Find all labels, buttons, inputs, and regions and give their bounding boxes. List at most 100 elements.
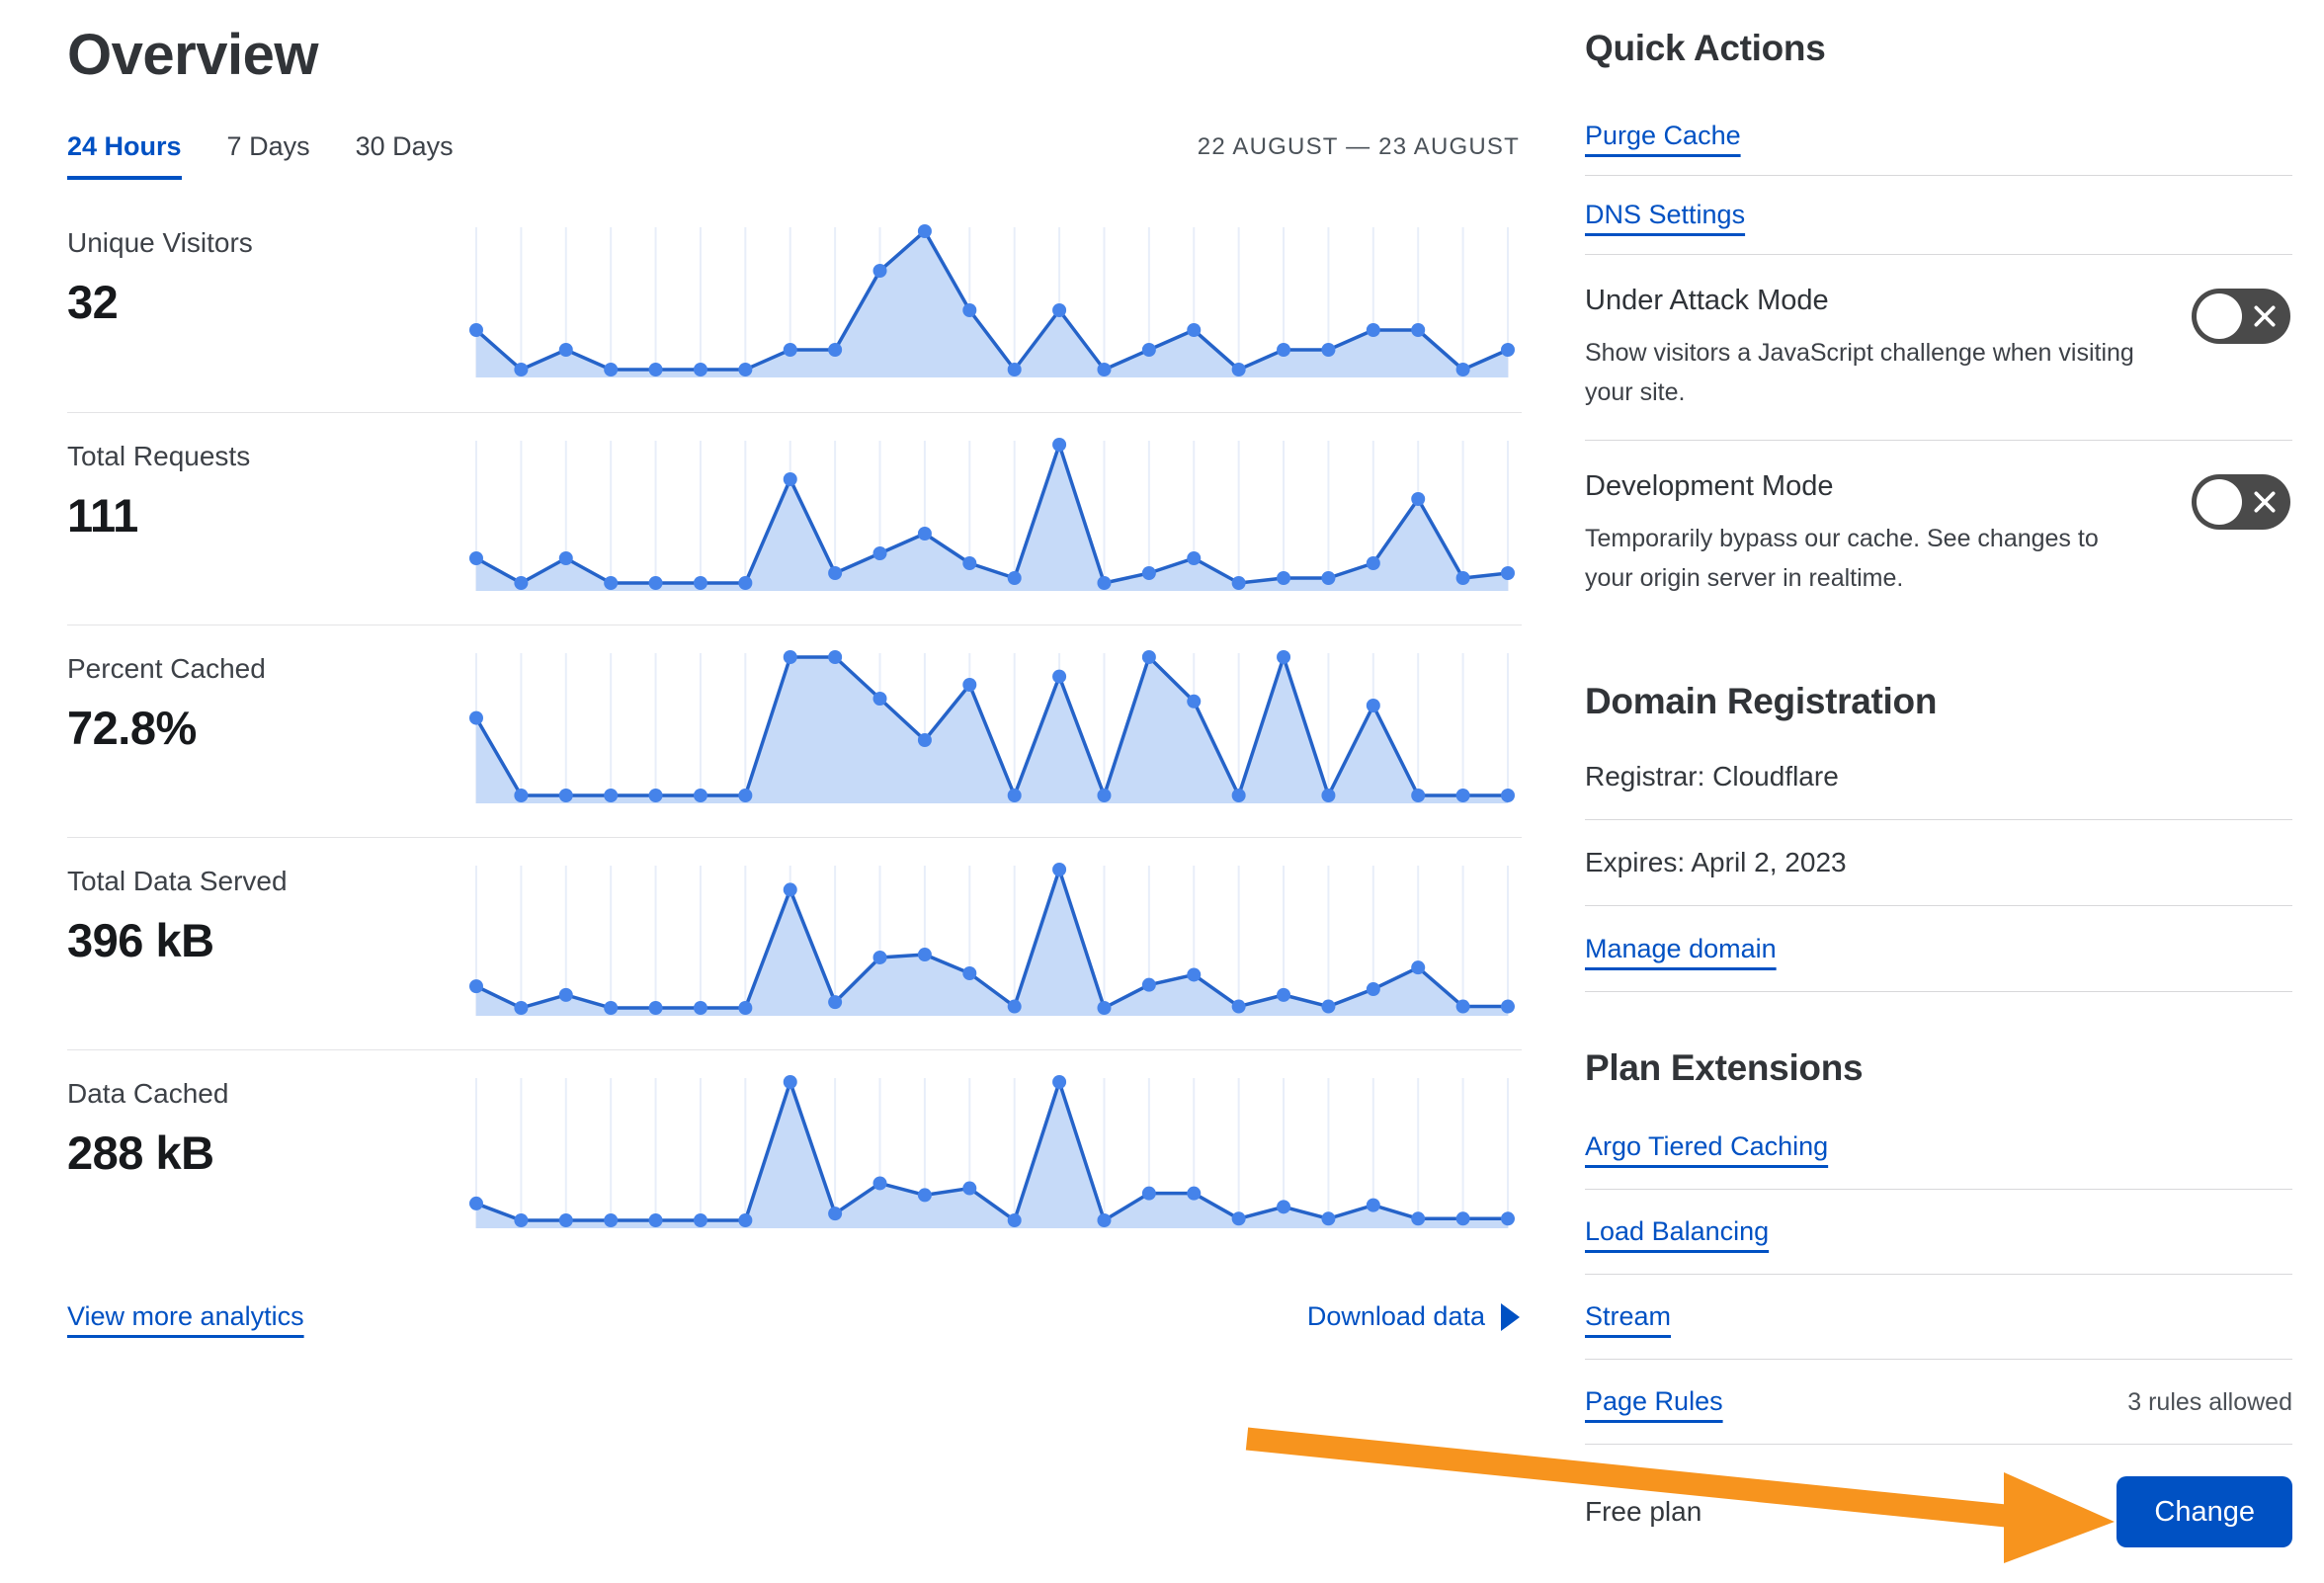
- data-point: [1366, 982, 1380, 997]
- view-more-analytics-link[interactable]: View more analytics: [67, 1301, 304, 1331]
- argo-tiered-caching-row: Argo Tiered Caching: [1585, 1105, 2292, 1190]
- data-point: [872, 950, 887, 964]
- data-point: [1231, 576, 1246, 590]
- data-point: [693, 1001, 707, 1015]
- data-point: [783, 650, 797, 664]
- data-point: [1052, 438, 1067, 452]
- data-point: [1141, 566, 1156, 580]
- metric-label: Total Data Served: [67, 866, 288, 896]
- data-point: [738, 789, 753, 802]
- under-attack-mode-description: Show visitors a JavaScript challenge whe…: [1585, 339, 2134, 406]
- manage-domain-link[interactable]: Manage domain: [1585, 934, 1777, 963]
- data-point: [1097, 789, 1112, 802]
- data-point: [962, 678, 977, 692]
- page-rules-allowance: 3 rules allowed: [2127, 1388, 2292, 1416]
- quick-actions-links: Purge Cache DNS Settings: [1585, 97, 2292, 255]
- purge-cache-link[interactable]: Purge Cache: [1585, 121, 1741, 150]
- metric-label: Percent Cached: [67, 653, 266, 684]
- development-mode-description: Temporarily bypass our cache. See change…: [1585, 525, 2099, 592]
- metric-value: 288 kB: [67, 1126, 214, 1179]
- data-point: [1231, 999, 1246, 1014]
- dns-settings-link[interactable]: DNS Settings: [1585, 200, 1746, 229]
- page-rules-link[interactable]: Page Rules: [1585, 1386, 1723, 1416]
- data-point: [514, 363, 529, 376]
- metric-info: Percent Cached 72.8%: [67, 625, 462, 837]
- data-point: [1141, 650, 1156, 664]
- argo-tiered-caching-link[interactable]: Argo Tiered Caching: [1585, 1131, 1829, 1161]
- metric-value: 72.8%: [67, 702, 197, 754]
- data-point: [1097, 1001, 1112, 1015]
- dashboard-layout: Overview 24 Hours 7 Days 30 Days 22 AUGUST…: [67, 0, 2292, 1547]
- x-icon: [2252, 303, 2278, 329]
- metric-row-data-cached: Data Cached 288 kB: [67, 1049, 1522, 1262]
- data-point: [1321, 571, 1336, 585]
- data-point: [1455, 999, 1470, 1014]
- data-point: [1321, 789, 1336, 802]
- data-point: [1366, 1198, 1380, 1212]
- data-point: [1411, 1211, 1426, 1226]
- metric-row-percent-cached: Percent Cached 72.8%: [67, 625, 1522, 837]
- metric-row-unique-visitors: Unique Visitors 32: [67, 200, 1522, 412]
- sparkline-chart: [469, 650, 1515, 803]
- data-point: [962, 1181, 977, 1196]
- data-point: [693, 576, 707, 590]
- data-point: [1366, 556, 1380, 570]
- tab-24-hours[interactable]: 24 Hours: [67, 131, 182, 180]
- metric-value: 111: [67, 489, 138, 542]
- data-point: [1321, 1211, 1336, 1226]
- change-plan-button[interactable]: Change: [2116, 1476, 2292, 1547]
- data-point: [962, 303, 977, 317]
- development-mode-toggle[interactable]: [2192, 474, 2290, 530]
- data-point: [648, 1001, 663, 1015]
- tab-7-days[interactable]: 7 Days: [226, 131, 310, 161]
- data-point: [1366, 699, 1380, 712]
- page-rules-row: Page Rules 3 rules allowed: [1585, 1360, 2292, 1445]
- metric-info: Data Cached 288 kB: [67, 1050, 462, 1262]
- data-point: [514, 789, 529, 802]
- analytics-footer: View more analytics Download data: [67, 1301, 1522, 1332]
- data-point: [1277, 1200, 1291, 1214]
- data-point: [1231, 1211, 1246, 1226]
- data-point: [828, 650, 843, 664]
- metric-row-total-requests: Total Requests 111: [67, 412, 1522, 625]
- data-point: [1231, 363, 1246, 376]
- metric-label: Data Cached: [67, 1078, 229, 1109]
- data-point: [1097, 1213, 1112, 1227]
- data-point: [917, 527, 932, 541]
- data-point: [917, 224, 932, 238]
- download-data-link[interactable]: Download data: [1307, 1301, 1520, 1332]
- load-balancing-link[interactable]: Load Balancing: [1585, 1216, 1770, 1246]
- data-point: [1097, 363, 1112, 376]
- tab-30-days[interactable]: 30 Days: [355, 131, 454, 161]
- domain-registration-heading: Domain Registration: [1585, 681, 1938, 721]
- data-point: [1411, 789, 1426, 802]
- data-point: [514, 1001, 529, 1015]
- metric-chart-area: [462, 413, 1522, 625]
- data-point: [604, 1001, 619, 1015]
- data-point: [558, 789, 573, 802]
- metric-row-total-data-served: Total Data Served 396 kB: [67, 837, 1522, 1049]
- data-point: [1007, 363, 1022, 376]
- under-attack-mode-toggle[interactable]: [2192, 289, 2290, 344]
- stream-link[interactable]: Stream: [1585, 1301, 1672, 1331]
- metric-value: 396 kB: [67, 914, 214, 966]
- data-point: [1052, 1075, 1067, 1089]
- data-point: [1411, 323, 1426, 337]
- data-point: [1501, 343, 1515, 357]
- under-attack-mode-block: Under Attack Mode Show visitors a JavaScr…: [1585, 255, 2292, 441]
- data-point: [1007, 1213, 1022, 1227]
- data-point: [604, 576, 619, 590]
- registrar-row: Registrar: Cloudflare: [1585, 734, 2292, 820]
- side-panel: Quick Actions Purge Cache DNS Settings Un…: [1585, 0, 2292, 1547]
- data-point: [738, 363, 753, 376]
- data-point: [469, 710, 483, 725]
- data-point: [1187, 323, 1202, 337]
- sparkline-chart: [469, 1075, 1515, 1228]
- data-point: [1187, 967, 1202, 982]
- page-title: Overview: [67, 23, 318, 87]
- data-point: [1411, 492, 1426, 506]
- data-point: [738, 1001, 753, 1015]
- data-point: [1321, 343, 1336, 357]
- data-point: [1277, 987, 1291, 1002]
- data-point: [1455, 363, 1470, 376]
